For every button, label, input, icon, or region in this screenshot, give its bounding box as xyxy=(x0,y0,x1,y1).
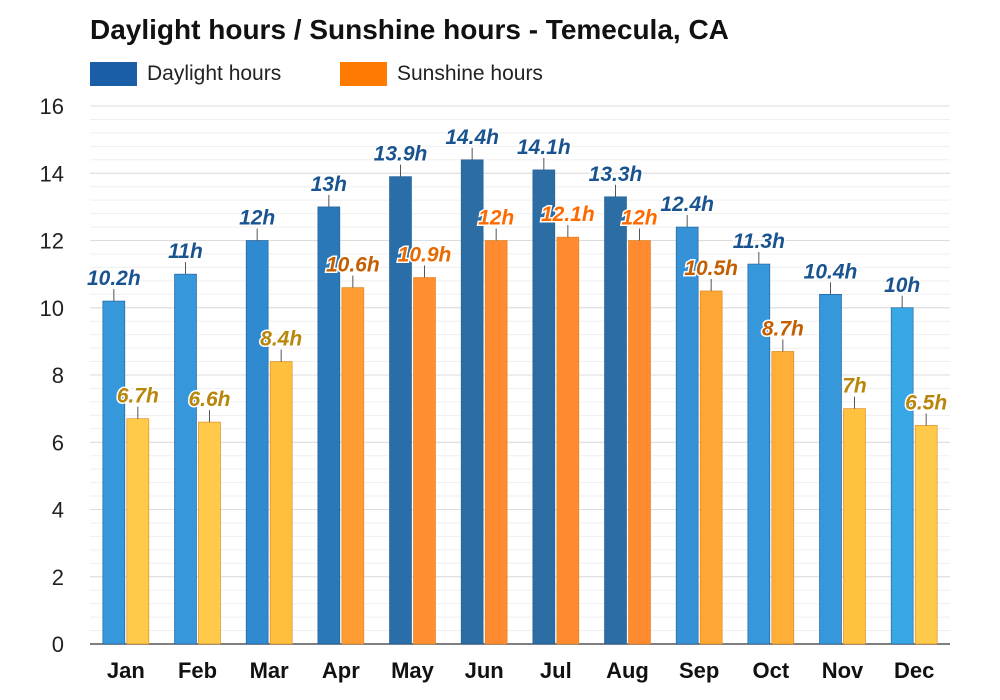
x-tick-label: Nov xyxy=(822,658,864,683)
legend-label-sunshine: Sunshine hours xyxy=(397,62,543,85)
data-label-daylight: 14.4h xyxy=(445,126,499,149)
data-label-daylight: 10h xyxy=(884,274,920,297)
bar-sunshine xyxy=(269,361,293,645)
data-label-sunshine: 10.6h xyxy=(326,254,380,277)
bar-sunshine xyxy=(628,240,651,645)
data-label-sunshine: 12h xyxy=(621,207,657,230)
x-tick-label: Mar xyxy=(250,658,290,683)
bar-daylight xyxy=(890,307,914,645)
data-label-sunshine: 8.7h xyxy=(762,317,804,340)
data-label-sunshine: 10.9h xyxy=(398,243,452,266)
bar-sunshine xyxy=(771,351,795,645)
legend-item-sunshine[interactable]: Sunshine hours xyxy=(340,61,543,87)
bar-daylight xyxy=(460,159,484,645)
bar-sunshine xyxy=(484,240,508,645)
y-tick-label: 6 xyxy=(52,430,64,455)
data-label-sunshine: 12.1h xyxy=(541,203,595,226)
data-label-sunshine: 10.5h xyxy=(684,257,738,280)
data-label-sunshine: 7h xyxy=(842,375,867,398)
data-label-daylight: 14.1h xyxy=(517,136,571,159)
x-tick-label: May xyxy=(391,658,435,683)
bar-daylight xyxy=(102,300,126,645)
bar-sunshine xyxy=(198,421,221,645)
data-label-daylight: 10.2h xyxy=(87,267,141,290)
x-tick-label: Oct xyxy=(752,658,789,683)
y-tick-label: 0 xyxy=(52,632,64,657)
data-label-daylight: 12h xyxy=(239,207,275,230)
data-label-sunshine: 6.7h xyxy=(117,385,159,408)
bar-daylight xyxy=(174,273,197,645)
bar-sunshine xyxy=(843,408,866,645)
bar-daylight xyxy=(675,226,699,645)
bar-sunshine xyxy=(341,287,365,645)
bar-sunshine xyxy=(413,277,436,645)
y-tick-label: 8 xyxy=(52,363,64,388)
x-tick-label: Dec xyxy=(894,658,934,683)
y-tick-label: 16 xyxy=(40,94,64,119)
x-tick-label: Feb xyxy=(178,658,217,683)
bar-daylight xyxy=(604,196,627,645)
x-tick-label: Sep xyxy=(679,658,719,683)
bar-daylight xyxy=(245,240,269,645)
bar-daylight xyxy=(819,293,842,645)
y-tick-label: 12 xyxy=(40,229,64,254)
data-label-sunshine: 6.6h xyxy=(188,388,230,411)
data-label-daylight: 12.4h xyxy=(660,193,714,216)
bar-daylight xyxy=(532,169,556,645)
legend-swatch-daylight xyxy=(90,62,137,86)
bar-sunshine xyxy=(699,290,723,645)
bar-sunshine xyxy=(556,236,580,645)
data-label-sunshine: 6.5h xyxy=(905,391,947,414)
y-tick-label: 10 xyxy=(40,296,64,321)
data-label-daylight: 13h xyxy=(311,173,347,196)
x-tick-label: Jun xyxy=(465,658,504,683)
x-tick-label: Jan xyxy=(107,658,145,683)
data-label-sunshine: 8.4h xyxy=(260,328,302,351)
bar-sunshine xyxy=(126,418,150,645)
chart-title: Daylight hours / Sunshine hours - Temecu… xyxy=(90,14,729,45)
bar-sunshine xyxy=(914,425,938,645)
data-label-sunshine: 12h xyxy=(478,207,514,230)
legend-label-daylight: Daylight hours xyxy=(147,62,282,85)
x-tick-label: Jul xyxy=(540,658,572,683)
data-label-daylight: 11h xyxy=(168,240,203,263)
y-tick-label: 2 xyxy=(52,565,64,590)
data-label-daylight: 13.3h xyxy=(589,163,643,186)
legend-swatch-sunshine xyxy=(340,62,387,86)
data-label-daylight: 13.9h xyxy=(374,143,428,166)
data-label-daylight: 10.4h xyxy=(804,260,858,283)
y-tick-label: 4 xyxy=(52,498,64,523)
x-tick-label: Apr xyxy=(322,658,360,683)
y-tick-label: 14 xyxy=(40,161,64,186)
legend-item-daylight[interactable]: Daylight hours xyxy=(90,61,281,87)
data-label-daylight: 11.3h xyxy=(733,230,785,253)
x-tick-label: Aug xyxy=(606,658,649,683)
